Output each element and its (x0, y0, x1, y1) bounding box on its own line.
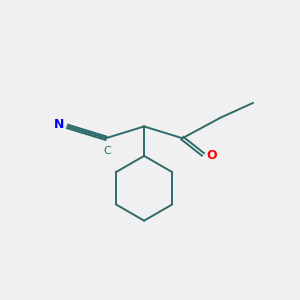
Text: C: C (103, 146, 111, 157)
Text: N: N (54, 118, 64, 131)
Text: O: O (206, 149, 217, 162)
